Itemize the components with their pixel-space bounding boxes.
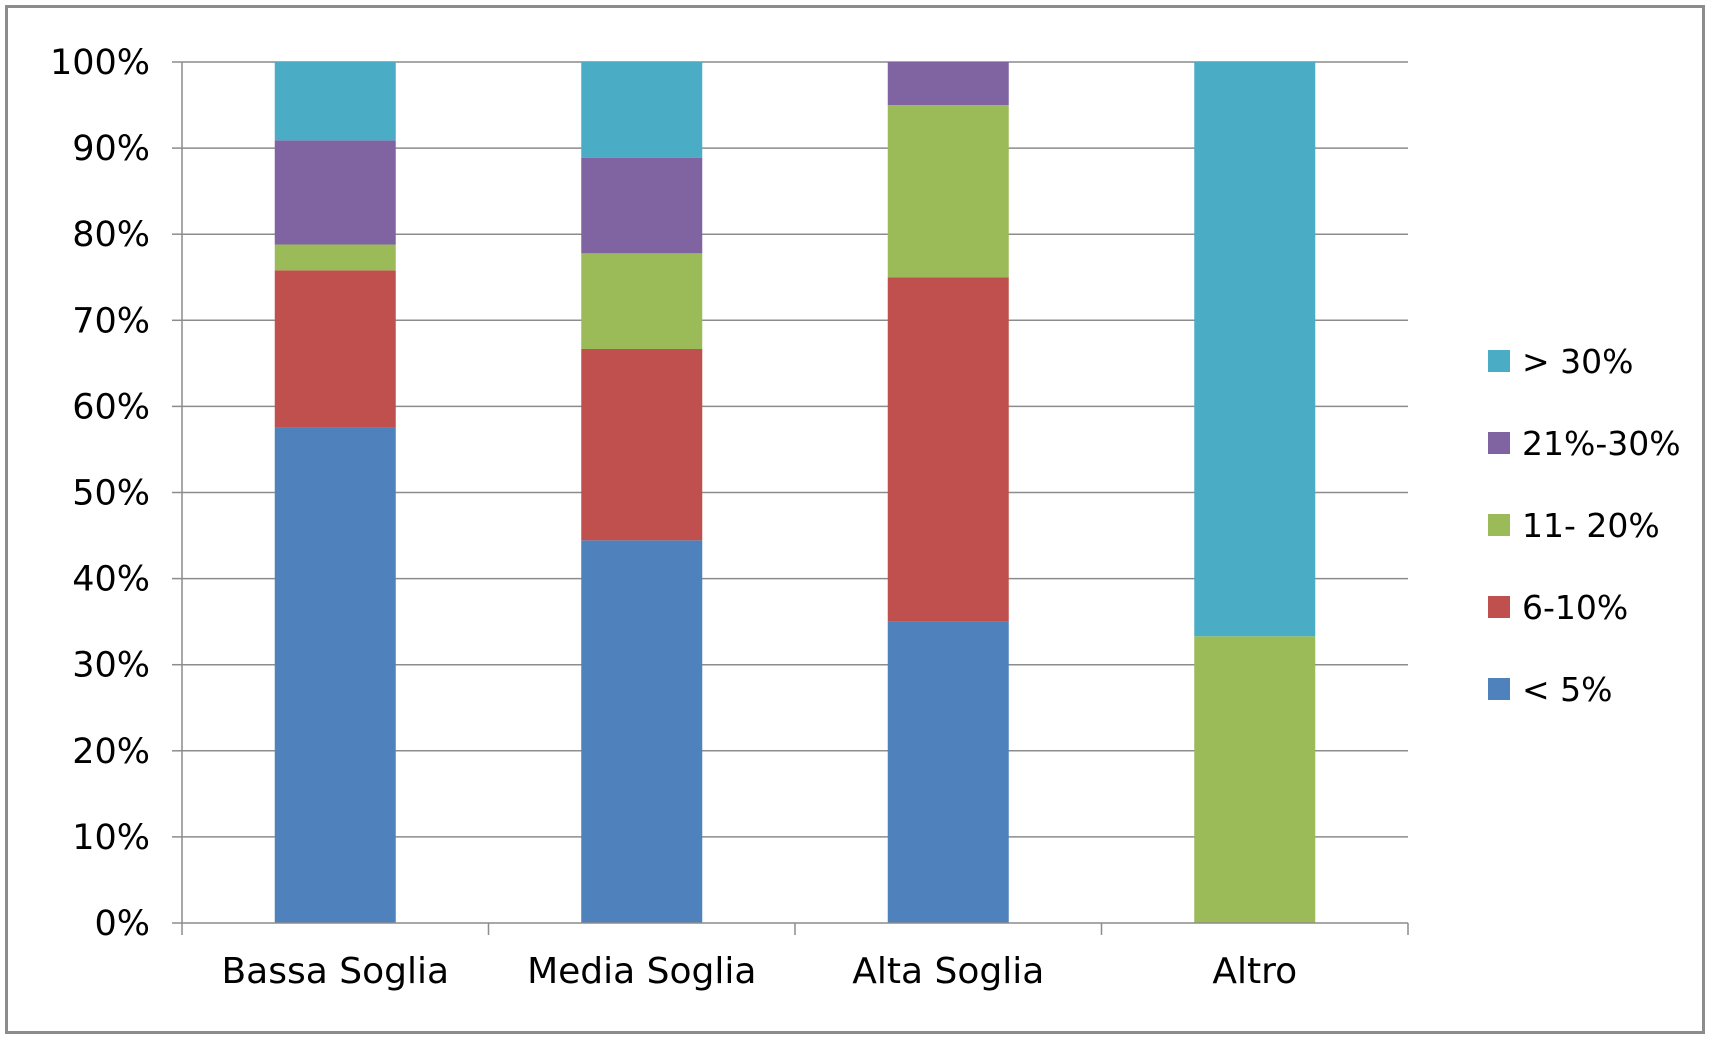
legend-swatch: [1488, 514, 1510, 536]
x-category-label: Altro: [1212, 951, 1297, 992]
bar-segment: [581, 62, 703, 158]
legend: > 30% 21%-30% 11- 20% 6-10% < 5%: [1488, 342, 1681, 709]
y-tick-labels: 0% 10% 20% 30% 40% 50% 60% 70% 80% 90% 100%: [50, 43, 150, 944]
bar-segment: [274, 140, 396, 245]
y-tick-label: 10%: [72, 818, 150, 858]
legend-label: 6-10%: [1522, 588, 1628, 627]
bar-segment: [274, 270, 396, 428]
bar-segment: [581, 540, 703, 923]
bar-segment: [887, 621, 1009, 923]
y-tick-label: 0%: [94, 904, 150, 944]
bar-segment: [887, 277, 1009, 622]
bar-segment: [581, 253, 703, 349]
x-category-label: Media Soglia: [527, 951, 756, 992]
legend-label: > 30%: [1522, 342, 1634, 381]
legend-label: 11- 20%: [1522, 506, 1660, 545]
y-tick-label: 40%: [72, 560, 150, 600]
bar-segment: [1194, 636, 1316, 923]
bar-segment: [887, 105, 1009, 278]
y-tick-label: 30%: [72, 646, 150, 686]
bar-segment: [581, 157, 703, 254]
x-category-labels: Bassa Soglia Media Soglia Alta Soglia Altro: [221, 951, 1297, 992]
bar-segment: [274, 62, 396, 141]
y-tick-label: 20%: [72, 732, 150, 772]
y-tick-label: 60%: [72, 387, 150, 427]
legend-label: 21%-30%: [1522, 424, 1681, 463]
axes: [172, 61, 1409, 935]
x-category-label: Bassa Soglia: [221, 951, 449, 992]
bar-segment: [274, 244, 396, 271]
legend-swatch: [1488, 350, 1510, 372]
y-tick-label: 50%: [72, 474, 150, 514]
y-tick-label: 80%: [72, 215, 150, 255]
y-tick-label: 70%: [72, 301, 150, 341]
legend-label: < 5%: [1522, 670, 1613, 709]
legend-swatch: [1488, 432, 1510, 454]
legend-swatch: [1488, 678, 1510, 700]
bar-segment: [1194, 62, 1316, 637]
bars: [274, 62, 1316, 923]
x-category-label: Alta Soglia: [852, 951, 1044, 992]
bar-segment: [887, 62, 1009, 106]
y-tick-label: 100%: [50, 43, 150, 83]
bar-segment: [274, 427, 396, 923]
y-tick-label: 90%: [72, 129, 150, 169]
legend-swatch: [1488, 596, 1510, 618]
bar-segment: [581, 349, 703, 541]
